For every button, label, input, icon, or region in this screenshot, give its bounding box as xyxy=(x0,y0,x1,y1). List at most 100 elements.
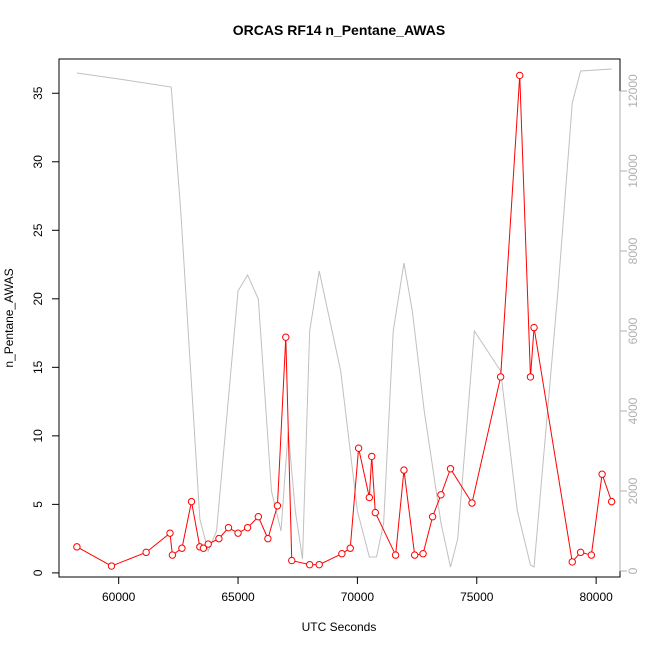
primary-series-segment xyxy=(257,516,269,539)
primary-data-point xyxy=(576,548,585,557)
primary-data-point xyxy=(178,544,186,552)
primary-data-point xyxy=(142,548,150,557)
primary-series-segment xyxy=(450,468,473,504)
primary-series-segment xyxy=(111,551,147,567)
primary-data-point xyxy=(215,534,223,543)
primary-data-point xyxy=(107,562,116,570)
y-tick-label: 0 xyxy=(31,569,45,576)
primary-series-segment xyxy=(500,75,521,377)
primary-data-point xyxy=(598,470,606,478)
x-tick-label: 80000 xyxy=(579,590,613,604)
y-tick-label: 10 xyxy=(31,429,45,443)
primary-data-point xyxy=(288,556,296,565)
primary-data-point xyxy=(428,513,437,521)
primary-data-point xyxy=(587,551,596,559)
primary-data-point xyxy=(282,333,290,341)
secondary-series-line xyxy=(76,68,612,568)
y-axis-label: n_Pentane_AWAS xyxy=(2,268,16,367)
primary-series-segment xyxy=(181,501,192,549)
primary-data-point xyxy=(166,529,174,537)
primary-series-segment xyxy=(533,327,573,563)
primary-series-segment xyxy=(374,512,397,556)
primary-data-point xyxy=(199,544,208,552)
primary-data-point xyxy=(526,373,535,381)
plot-frame xyxy=(58,58,621,578)
primary-series-segment xyxy=(432,494,442,517)
y2-tick-label: 4000 xyxy=(626,397,640,424)
primary-data-point xyxy=(437,491,445,499)
primary-data-point xyxy=(338,550,346,558)
y2-axis-right: 0 2000 4000 6000 8000 10000 12000 xyxy=(619,74,640,574)
y-tick-label: 20 xyxy=(31,292,45,306)
primary-series-segment xyxy=(601,474,613,502)
y2-tick-label: 12000 xyxy=(626,74,640,108)
primary-series-segment xyxy=(267,505,278,539)
y-axis: 0 5 10 15 20 25 30 35 xyxy=(31,86,60,576)
primary-data-point xyxy=(496,373,505,381)
primary-data-point xyxy=(607,497,616,506)
y-tick-label: 5 xyxy=(31,501,45,508)
primary-series-segment xyxy=(371,456,376,513)
primary-data-point xyxy=(305,560,314,569)
primary-data-point xyxy=(243,523,252,532)
y2-tick-label: 8000 xyxy=(626,237,640,264)
x-tick-label: 70000 xyxy=(341,590,375,604)
primary-data-point xyxy=(168,551,177,559)
primary-data-point xyxy=(254,513,263,521)
primary-series-segment xyxy=(422,516,434,554)
x-axis-label: UTC Seconds xyxy=(302,620,377,634)
primary-data-point xyxy=(187,497,196,506)
primary-data-point xyxy=(354,444,363,452)
primary-data-point xyxy=(530,323,538,332)
x-tick-label: 60000 xyxy=(102,590,136,604)
primary-data-point xyxy=(391,551,400,559)
primary-data-point xyxy=(346,544,354,552)
primary-series-segment xyxy=(519,75,531,377)
y2-tick-label: 6000 xyxy=(626,317,640,344)
primary-data-point xyxy=(568,558,576,566)
primary-data-point xyxy=(315,560,323,569)
primary-data-point xyxy=(410,551,419,559)
primary-series-segment xyxy=(395,470,405,556)
y2-tick-label: 10000 xyxy=(626,154,640,188)
y2-tick-label: 0 xyxy=(626,567,640,574)
primary-data-point xyxy=(365,493,374,502)
primary-data-point xyxy=(468,499,476,507)
primary-series-segment xyxy=(76,546,112,567)
y-tick-label: 15 xyxy=(31,360,45,374)
primary-data-point xyxy=(400,466,408,474)
x-tick-label: 65000 xyxy=(221,590,255,604)
chart-title: ORCAS RF14 n_Pentane_AWAS xyxy=(233,22,445,38)
primary-series-segment xyxy=(358,448,370,498)
primary-series-segment xyxy=(318,553,343,566)
primary-series-segment xyxy=(471,376,502,504)
primary-data-point xyxy=(73,543,81,551)
primary-series xyxy=(73,71,616,570)
primary-series-segment xyxy=(349,448,360,549)
primary-data-point xyxy=(264,534,272,543)
primary-data-point xyxy=(516,71,524,80)
primary-series-segment xyxy=(285,337,293,561)
y-tick-label: 30 xyxy=(31,155,45,169)
primary-data-point xyxy=(446,465,455,473)
primary-data-point xyxy=(234,529,242,537)
primary-data-point xyxy=(204,540,212,548)
primary-series-segment xyxy=(440,468,451,495)
primary-series-segment xyxy=(145,532,171,553)
primary-series-segment xyxy=(590,474,603,556)
primary-data-point xyxy=(371,508,380,517)
primary-data-point xyxy=(419,550,427,558)
primary-series-segment xyxy=(190,501,201,547)
secondary-series xyxy=(76,68,612,568)
primary-series-segment xyxy=(403,470,416,556)
primary-series-segment xyxy=(529,327,535,377)
x-axis: 60000 65000 70000 75000 80000 xyxy=(102,576,613,604)
primary-data-point xyxy=(224,523,233,532)
y-tick-label: 35 xyxy=(31,86,45,100)
primary-series-segment xyxy=(368,456,373,498)
primary-data-point xyxy=(368,452,376,461)
primary-series-segment xyxy=(276,337,287,506)
y2-tick-label: 2000 xyxy=(626,477,640,504)
y-tick-label: 25 xyxy=(31,223,45,237)
